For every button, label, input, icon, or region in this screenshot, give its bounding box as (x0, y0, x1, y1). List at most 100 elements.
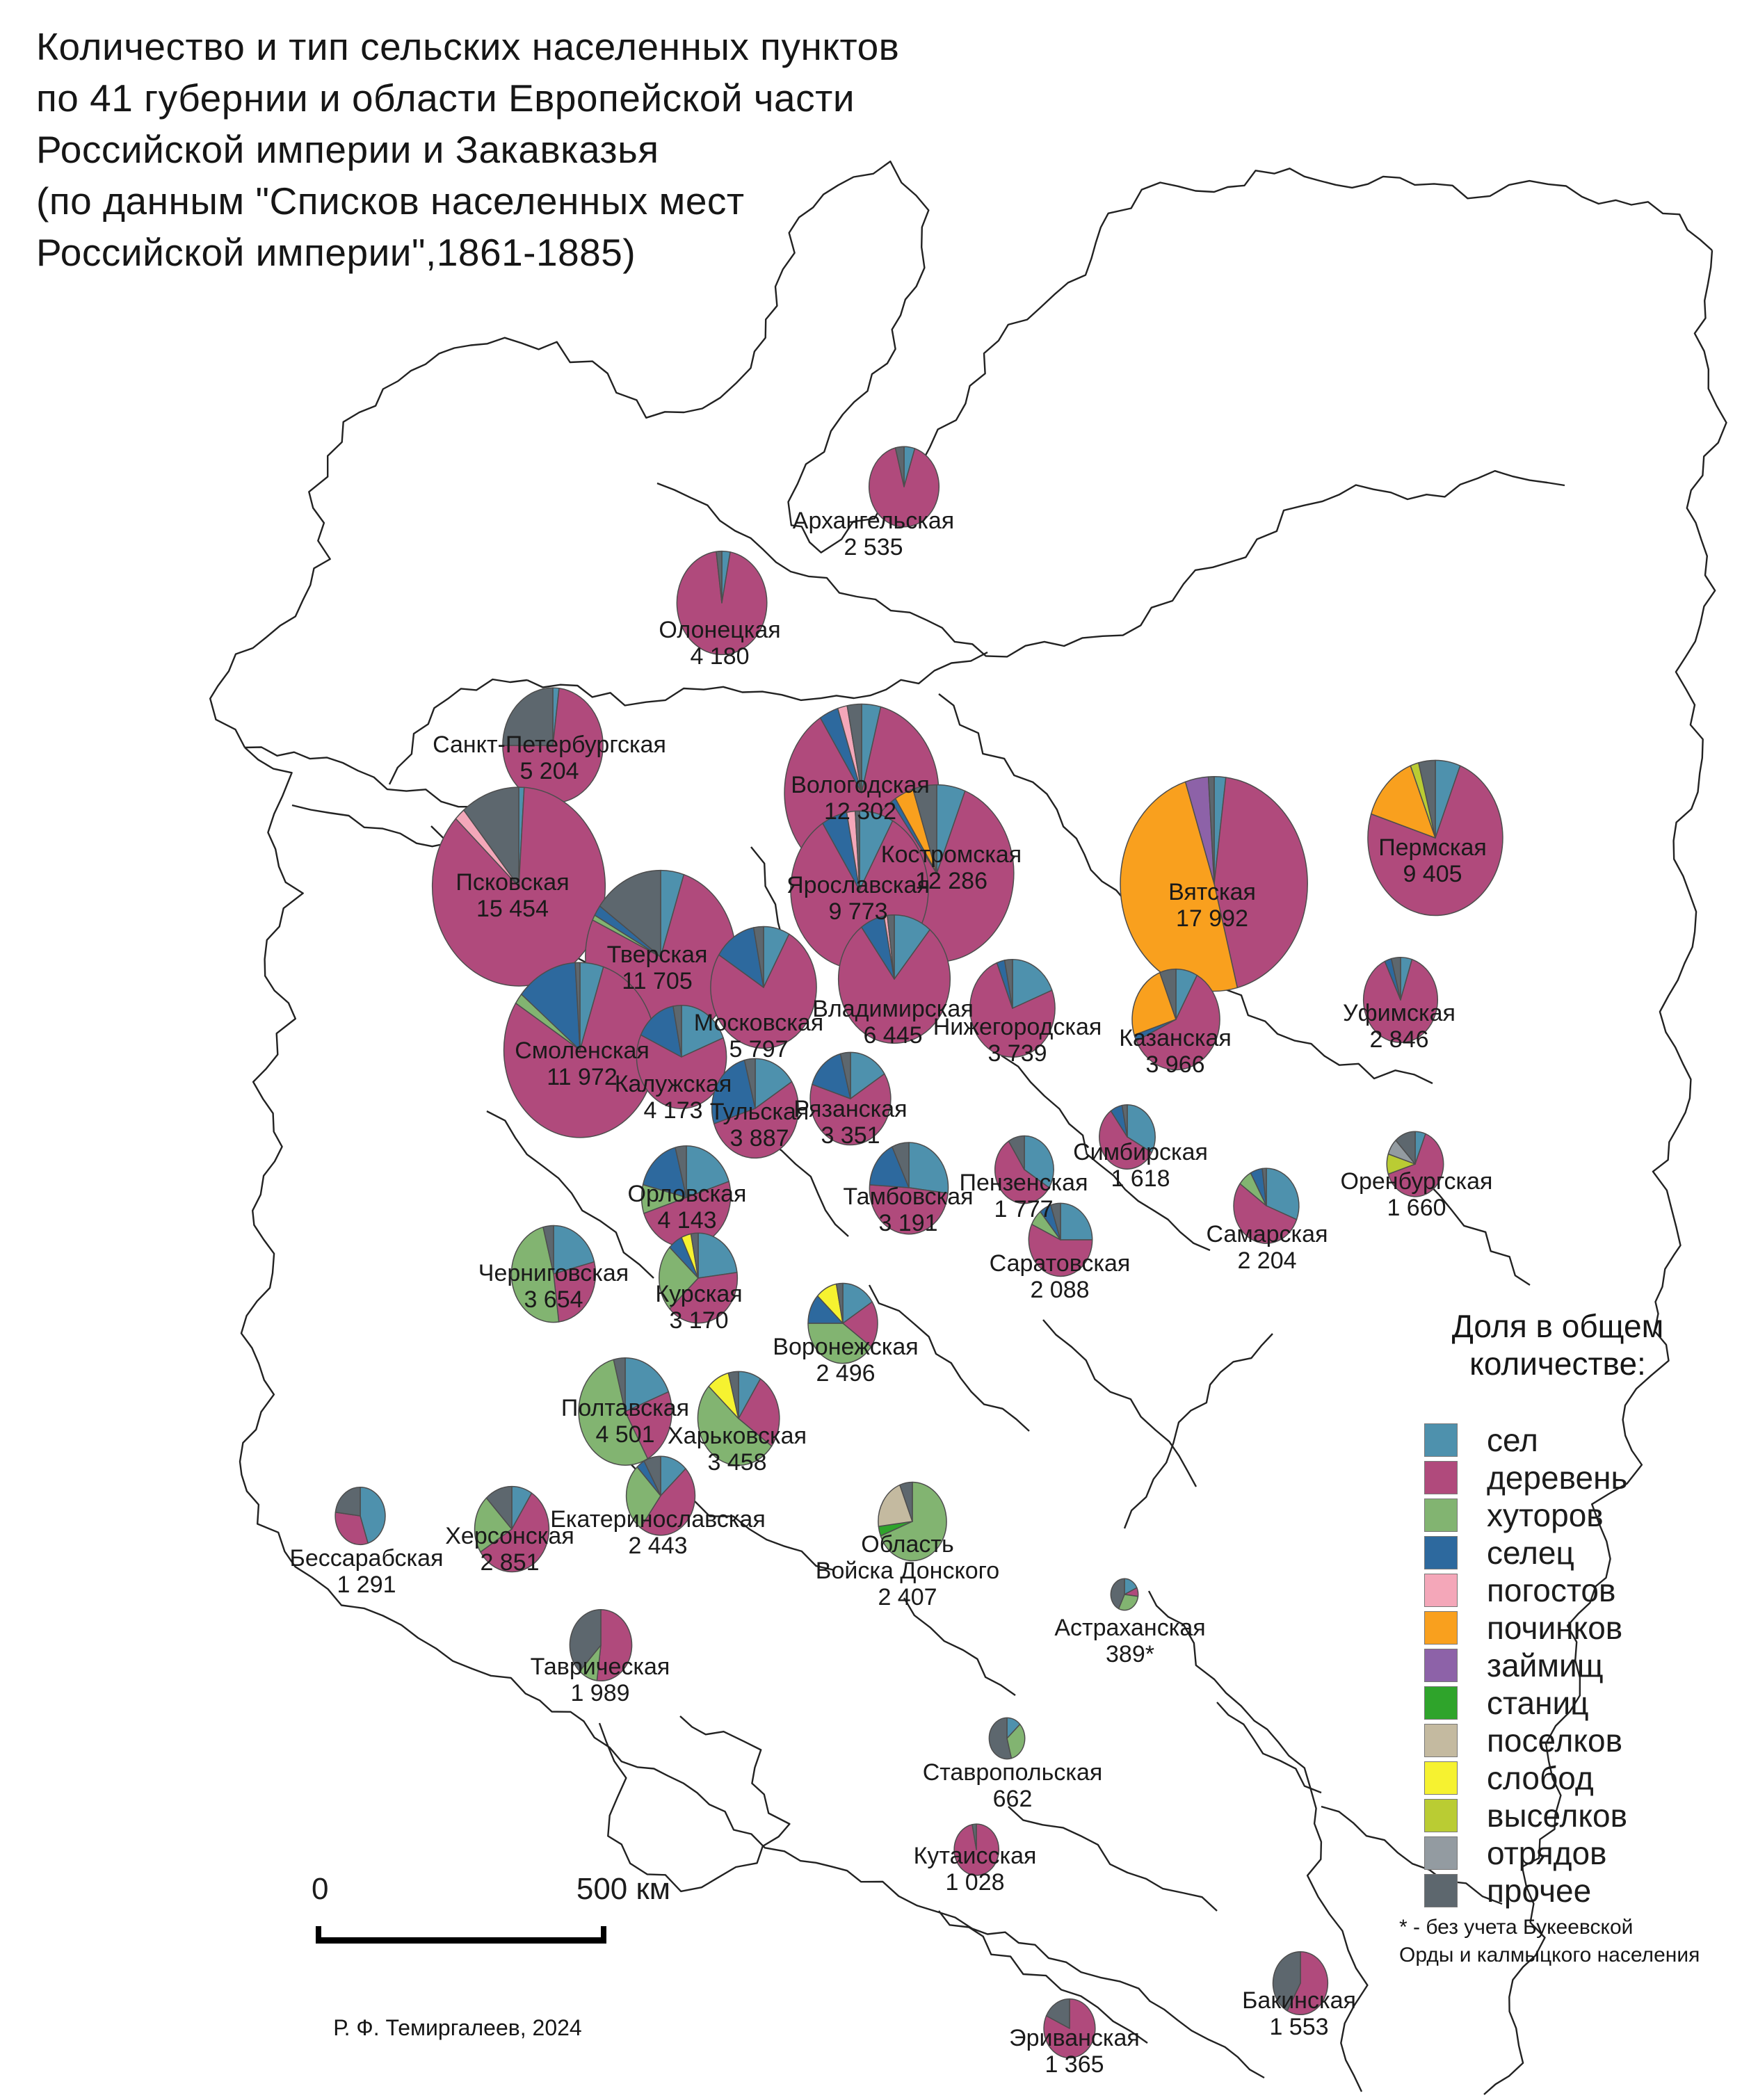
pie-slice (625, 1466, 661, 1528)
legend-swatch (1424, 1724, 1458, 1757)
region-pie (1362, 956, 1439, 1043)
pie-slice (713, 1081, 799, 1159)
pie-slice (743, 1058, 756, 1109)
scale-zero-label: 0 (312, 1872, 329, 1906)
legend-title-line: количестве: (1469, 1346, 1646, 1382)
pie-slice (1136, 974, 1220, 1071)
region-name: Орловская (628, 1181, 747, 1207)
legend-item: погостов (1424, 1572, 1725, 1609)
region-pie (474, 1485, 550, 1573)
region-value: 17 992 (1176, 905, 1248, 932)
legend-swatch (1424, 1536, 1458, 1569)
region-name: Казанская (1119, 1025, 1232, 1051)
region-pie (953, 1823, 1000, 1876)
region-value: 2 851 (480, 1549, 539, 1576)
border-line (856, 470, 1565, 658)
title-line: Российской империи",1861-1885) (36, 231, 636, 274)
pie-slice (1099, 1110, 1152, 1170)
scale-distance-label: 500 км (576, 1872, 670, 1906)
pie-slice (686, 1145, 729, 1198)
legend-swatch (1424, 1423, 1458, 1457)
legend-item: станиц (1424, 1684, 1725, 1722)
pie-slice (812, 1053, 851, 1099)
region-name: Пермская (1378, 834, 1487, 861)
province-borders (209, 160, 1727, 2095)
region-value: 1 028 (945, 1869, 1004, 1896)
pie-slice (752, 926, 764, 988)
region-name: Уфимская (1343, 1000, 1455, 1026)
pie-slice (718, 927, 764, 988)
legend-label: поселков (1487, 1722, 1623, 1759)
pie-slice (636, 1034, 727, 1109)
pie-slice (1118, 1594, 1139, 1611)
legend-label: прочее (1487, 1873, 1592, 1909)
legend-item: слобод (1424, 1759, 1725, 1797)
pie-slice (672, 1004, 682, 1058)
region-value: 3 966 (1145, 1051, 1204, 1078)
pie-slice (842, 1282, 873, 1324)
region-name: Херсонская (445, 1523, 574, 1549)
region-pies (334, 446, 1503, 2059)
region-name: Симбирская (1073, 1139, 1208, 1165)
legend-swatch (1424, 1574, 1458, 1607)
border-line (598, 1715, 791, 1893)
pie-slice (908, 1142, 949, 1194)
pie-slice (880, 1481, 947, 1562)
footnote: * - без учета Букеевской Орды и калмыцко… (1399, 1914, 1700, 1969)
pie-slice (1418, 759, 1436, 839)
pie-slice (1233, 1183, 1298, 1244)
legend-swatch (1424, 1686, 1458, 1720)
title-line: Российской империи и Закавказья (36, 128, 659, 171)
pie-slice (869, 1184, 949, 1235)
border-line (1001, 1054, 1211, 1252)
border-line (526, 651, 988, 706)
pie-slice (850, 1051, 885, 1099)
legend: Доля в общем количестве: сел деревень хуто… (1419, 1307, 1725, 1909)
legend-item: хуторов (1424, 1496, 1725, 1534)
pie-slice (842, 1301, 878, 1348)
region-pie (503, 962, 657, 1138)
region-name: Калужская (615, 1071, 732, 1097)
legend-swatch (1424, 1874, 1458, 1907)
border-line (1123, 1333, 1273, 1529)
region-value: 9 405 (1403, 861, 1462, 887)
pie-slice (837, 926, 951, 1044)
border-line (1216, 1702, 1322, 1794)
region-pie (502, 687, 604, 804)
region-pie (1120, 776, 1308, 992)
pie-slice (1003, 958, 1013, 1009)
pie-slice (912, 784, 937, 874)
pie-slice (675, 1145, 687, 1198)
pie-slice (868, 447, 940, 528)
region-pie (988, 1717, 1026, 1760)
pie-slice (1213, 777, 1308, 989)
border-line (938, 693, 1127, 903)
pie-slice (1012, 958, 1053, 1009)
region-name: Самарская (1207, 1221, 1328, 1247)
region-name: Владимирская (812, 996, 973, 1022)
pie-slice (334, 1512, 369, 1545)
region-pie (334, 1486, 386, 1545)
border-line (1008, 1806, 1218, 1912)
region-pie (636, 1004, 727, 1109)
legend-label: сел (1487, 1422, 1538, 1458)
pie-slice (894, 446, 905, 487)
pie-slice (835, 1282, 844, 1324)
border-line (311, 1576, 1265, 2079)
legend-item: селец (1424, 1534, 1725, 1572)
region-pie (807, 1282, 878, 1364)
legend-item: выселков (1424, 1797, 1725, 1834)
border-line (209, 160, 1713, 748)
pie-slice (1207, 776, 1215, 885)
legend-item: деревень (1424, 1459, 1725, 1496)
pie-slice (1127, 1104, 1156, 1154)
pie-slice (553, 1225, 595, 1275)
region-value: 3 191 (878, 1210, 937, 1236)
region-pie (969, 958, 1056, 1058)
pie-slice (1159, 968, 1177, 1020)
region-value: 3 654 (524, 1286, 583, 1313)
pie-slice (569, 1608, 602, 1672)
region-name: Пензенская (960, 1170, 1088, 1196)
region-value: 3 170 (669, 1307, 728, 1334)
pie-slice (1028, 1223, 1093, 1277)
